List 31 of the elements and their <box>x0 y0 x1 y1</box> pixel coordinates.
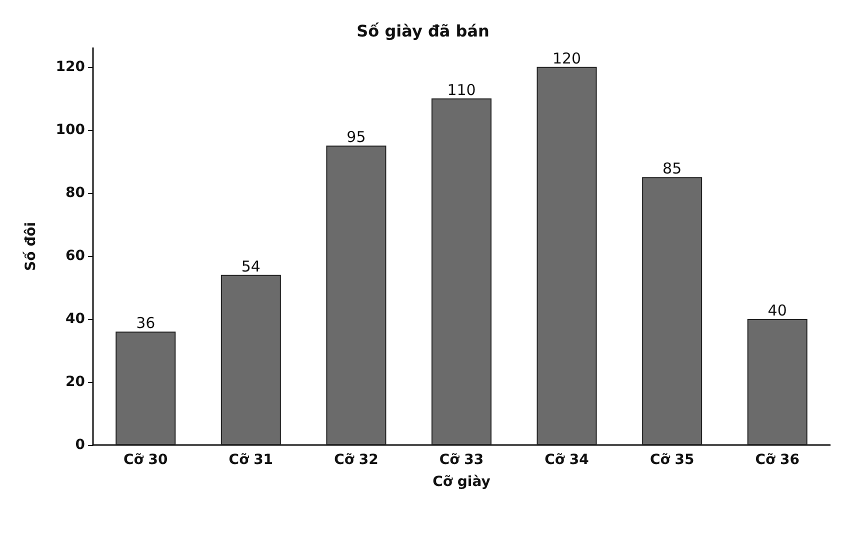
x-tick-label: Cỡ 30 <box>124 452 168 468</box>
data-label: 40 <box>768 301 787 320</box>
y-tick-label: 40 <box>66 310 86 327</box>
x-tick-label: Cỡ 35 <box>650 452 694 468</box>
data-label: 54 <box>241 257 260 276</box>
bar <box>747 318 808 445</box>
x-axis-title: Cỡ giày <box>432 474 490 490</box>
x-tick-label: Cỡ 34 <box>544 452 590 468</box>
data-label: 36 <box>136 314 156 332</box>
y-tick-label: 20 <box>66 374 86 390</box>
y-tick-label: 80 <box>66 184 86 201</box>
bar <box>536 66 597 445</box>
bar <box>431 98 492 445</box>
bar <box>220 274 281 445</box>
data-label: 85 <box>662 160 682 178</box>
bar <box>642 177 702 445</box>
y-axis-title: Số đôi <box>22 222 39 272</box>
y-tick-label: 120 <box>56 58 86 75</box>
x-tick-label: Cỡ 31 <box>228 452 274 468</box>
y-tick-label: 60 <box>66 248 86 264</box>
y-tick-label: 100 <box>56 122 86 138</box>
data-label: 120 <box>552 49 582 68</box>
chart-title: Số giày đã bán <box>356 22 490 40</box>
x-tick-label: Cỡ 33 <box>439 452 484 468</box>
x-tick-label: Cỡ 36 <box>755 452 800 468</box>
x-tick-label: Cỡ 32 <box>334 452 378 468</box>
y-tick-label: 0 <box>75 437 86 453</box>
bar <box>326 146 386 445</box>
data-label: 95 <box>346 128 366 146</box>
bar <box>116 332 176 445</box>
data-label: 110 <box>447 80 476 99</box>
